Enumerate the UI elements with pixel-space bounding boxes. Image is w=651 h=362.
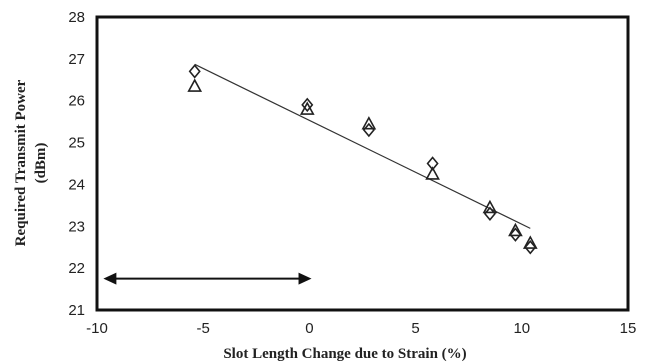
y-axis-label-line1: Required Transmit Power [13, 79, 29, 246]
y-tick-label: 24 [68, 176, 85, 193]
x-tick-label: 15 [620, 320, 637, 337]
plot-frame [95, 15, 630, 312]
triangle-point [361, 116, 377, 130]
range-arrow-left-head [103, 272, 117, 285]
triangle-point [522, 235, 538, 249]
triangle-point [482, 199, 498, 214]
diamond-point [524, 239, 537, 255]
y-tick-label: 23 [68, 218, 85, 235]
y-axis-label-line2: (dBm) [33, 143, 49, 184]
triangle-point [299, 101, 315, 115]
diamond-point [301, 97, 314, 113]
y-tick-label: 26 [68, 93, 85, 110]
x-tick-label: 10 [513, 320, 530, 337]
triangle-point [187, 78, 203, 92]
x-tick-label: 0 [305, 320, 313, 337]
y-tick-label: 27 [68, 51, 85, 68]
x-axis-label: Slot Length Change due to Strain (%) [223, 346, 466, 362]
diamond-point [188, 64, 201, 79]
y-tick-label: 21 [68, 302, 85, 319]
y-tick-label: 28 [68, 9, 85, 26]
x-tick-label: 5 [411, 320, 419, 337]
triangle-point [425, 166, 440, 180]
y-tick-label: 25 [68, 135, 85, 152]
x-tick-label: -5 [197, 320, 210, 337]
diamond-point [509, 227, 522, 242]
y-tick-label: 22 [68, 260, 85, 277]
trendline [194, 63, 531, 229]
x-tick-label: -10 [86, 320, 108, 337]
range-arrow-right-head [298, 272, 312, 285]
triangle-point [508, 222, 523, 237]
